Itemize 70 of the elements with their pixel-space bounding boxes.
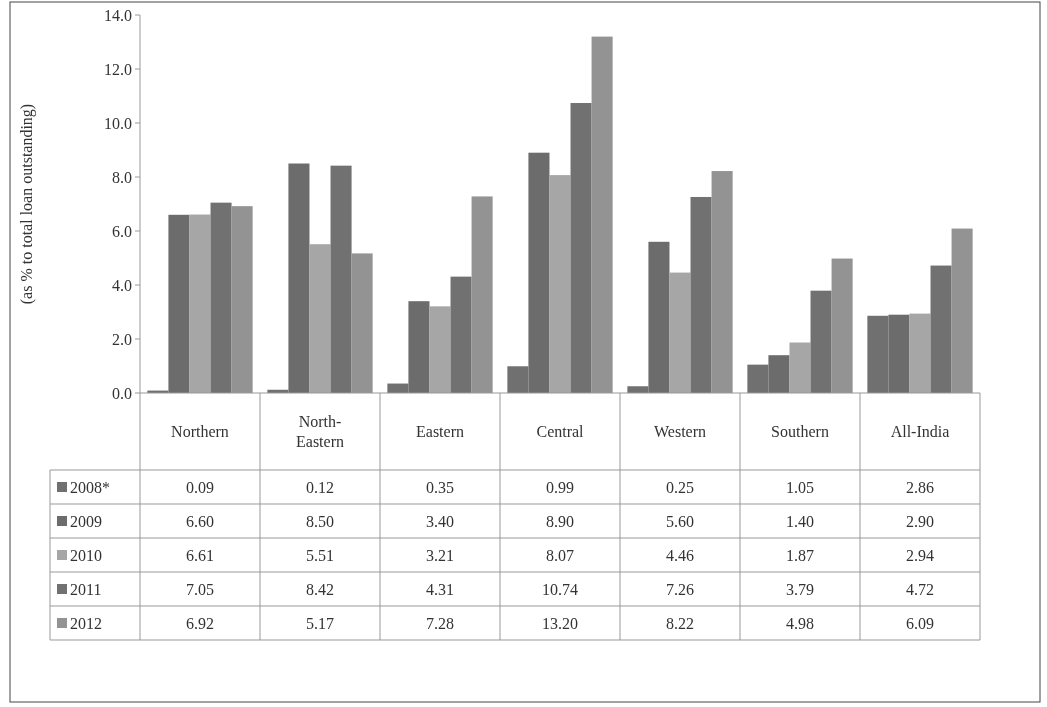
data-label: 0.25: [666, 478, 694, 496]
bar: [909, 313, 931, 393]
data-label: 3.40: [426, 512, 454, 530]
y-tick-label: 10.0: [104, 114, 132, 132]
x-tick-label: Southern: [771, 423, 829, 441]
data-label: 8.22: [666, 614, 694, 632]
y-axis-title: (as % to total loan outstanding): [18, 103, 36, 305]
data-label: 8.50: [306, 512, 334, 530]
data-label: 3.21: [426, 546, 454, 564]
data-label: 4.72: [906, 580, 934, 598]
data-label: 2.86: [906, 478, 934, 496]
y-tick-label: 4.0: [112, 276, 132, 294]
y-tick-label: 2.0: [112, 330, 132, 348]
data-label: 10.74: [542, 580, 578, 598]
x-tick-label: Western: [653, 423, 707, 441]
x-tick-label: Northern: [171, 423, 229, 441]
data-label: 6.09: [906, 614, 934, 632]
data-label: 2.94: [906, 546, 934, 564]
bar: [330, 165, 352, 393]
bar: [549, 175, 571, 393]
legend-label: 2010: [70, 546, 102, 564]
bar: [930, 265, 952, 393]
data-label: 5.51: [306, 546, 334, 564]
data-label: 4.31: [426, 580, 454, 598]
data-label: 1.87: [786, 546, 814, 564]
x-tick-label: Central: [536, 423, 585, 441]
y-tick-label: 6.0: [112, 222, 132, 240]
legend-label: 2009: [70, 512, 102, 530]
data-label: 7.05: [186, 580, 214, 598]
legend-label: 2011: [70, 580, 102, 598]
x-tick-label: North-Eastern: [296, 413, 344, 451]
data-label: 0.35: [426, 478, 454, 496]
data-label: 2.90: [906, 512, 934, 530]
data-label: 0.99: [546, 478, 574, 496]
data-label: 4.98: [786, 614, 814, 632]
data-label: 0.09: [186, 478, 214, 496]
data-label: 7.28: [426, 614, 454, 632]
bar: [690, 196, 712, 393]
x-tick-label: All-India: [890, 423, 950, 441]
bar: [570, 103, 592, 393]
data-label: 8.07: [546, 546, 574, 564]
data-label: 7.26: [666, 580, 694, 598]
data-label: 1.05: [786, 478, 814, 496]
y-tick-label: 8.0: [112, 168, 132, 186]
bar: [450, 276, 472, 393]
data-label: 0.12: [306, 478, 334, 496]
bar: [210, 202, 232, 393]
data-label: 4.46: [666, 546, 694, 564]
bar: [810, 290, 832, 393]
legend-label: 2008*: [70, 478, 110, 496]
y-tick-label: 14.0: [104, 6, 132, 24]
data-label: 13.20: [542, 614, 578, 632]
data-label: 8.42: [306, 580, 334, 598]
data-label: 8.90: [546, 512, 574, 530]
bar: [789, 342, 811, 393]
data-label: 6.60: [186, 512, 214, 530]
data-label: 6.61: [186, 546, 214, 564]
y-tick-label: 12.0: [104, 60, 132, 78]
bar: [189, 214, 211, 393]
data-label: 6.92: [186, 614, 214, 632]
data-label: 1.40: [786, 512, 814, 530]
data-label: 3.79: [786, 580, 814, 598]
data-label: 5.60: [666, 512, 694, 530]
bar: [429, 306, 451, 393]
bar: [309, 244, 331, 393]
bar: [669, 272, 691, 393]
y-tick-label: 0.0: [112, 384, 132, 402]
data-label: 5.17: [306, 614, 334, 632]
legend-label: 2012: [70, 614, 102, 632]
x-tick-label: Eastern: [416, 423, 464, 441]
